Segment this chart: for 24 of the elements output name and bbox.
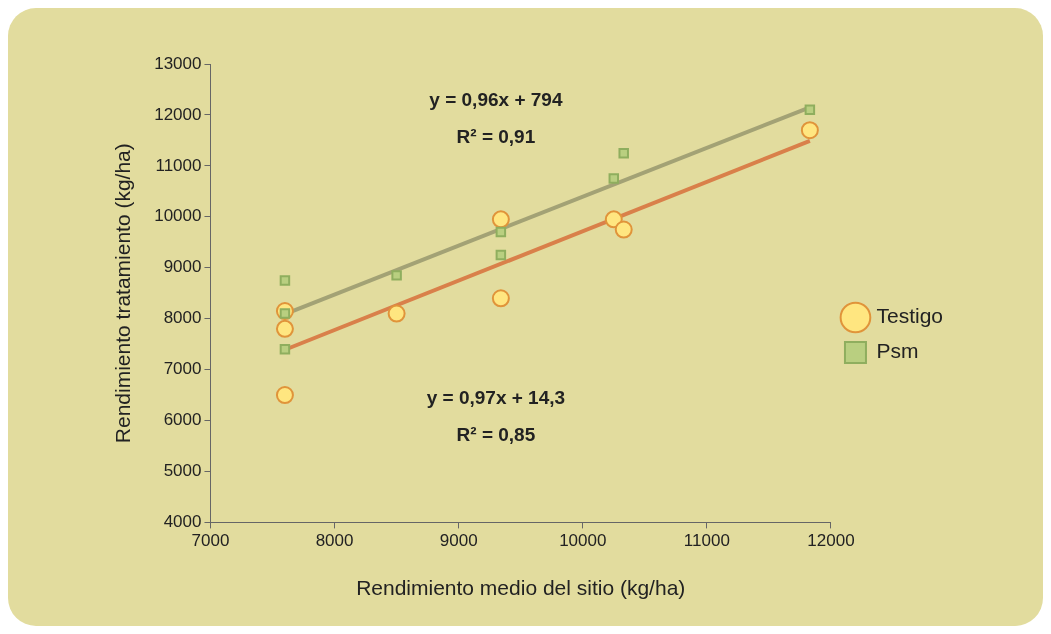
x-tick-label: 9000 bbox=[439, 531, 478, 551]
x-tick-label: 8000 bbox=[315, 531, 354, 551]
y-tick-label: 13000 bbox=[154, 53, 202, 73]
legend-label: Psm bbox=[876, 339, 919, 363]
y-tick-label: 12000 bbox=[154, 104, 202, 124]
annotation: y = 0,97x + 14,3 bbox=[426, 386, 566, 408]
y-tick-label: 10000 bbox=[154, 206, 202, 226]
y-tick-label: 4000 bbox=[163, 512, 202, 532]
x-tick-label: 10000 bbox=[559, 531, 607, 551]
annotation: R² = 0,85 bbox=[456, 423, 536, 445]
legend-label: Testigo bbox=[876, 304, 944, 328]
annotation: y = 0,96x + 794 bbox=[429, 88, 563, 110]
y-tick-label: 8000 bbox=[163, 308, 202, 328]
x-tick-label: 11000 bbox=[683, 531, 730, 551]
y-axis-title: Rendimiento tratamiento (kg/ha) bbox=[111, 143, 135, 444]
y-tick-label: 5000 bbox=[163, 461, 202, 481]
x-tick-label: 7000 bbox=[191, 531, 230, 551]
y-tick-label: 6000 bbox=[163, 410, 202, 430]
annotation: R² = 0,91 bbox=[456, 125, 536, 147]
y-tick-label: 7000 bbox=[163, 359, 202, 379]
x-axis-title: Rendimiento medio del sitio (kg/ha) bbox=[356, 576, 686, 600]
y-tick-label: 9000 bbox=[163, 257, 202, 277]
y-tick-label: 11000 bbox=[155, 155, 202, 175]
x-tick-label: 12000 bbox=[807, 531, 855, 551]
